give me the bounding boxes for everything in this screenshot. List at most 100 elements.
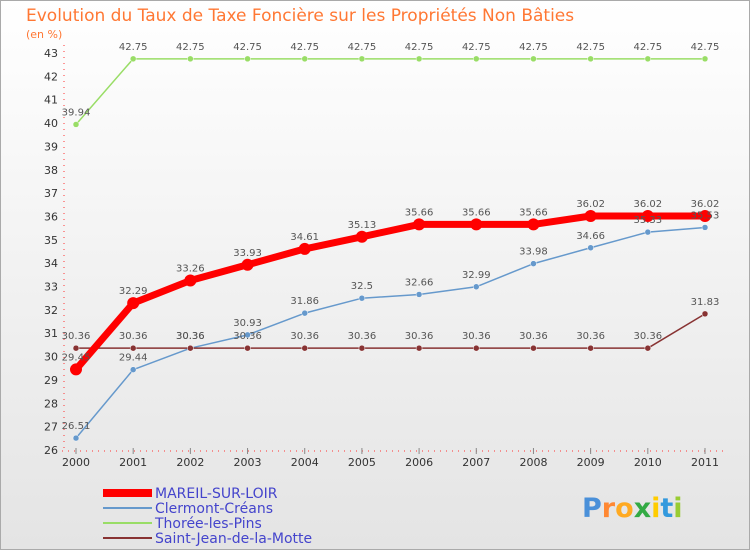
- x-tick-label: 2002: [176, 456, 204, 469]
- data-point: [413, 218, 426, 231]
- x-tick-label: 2006: [405, 456, 433, 469]
- data-point: [301, 344, 308, 352]
- x-tick-label: 2000: [62, 456, 90, 469]
- data-label: 35.13: [348, 220, 377, 231]
- y-tick-label: 34: [44, 257, 58, 270]
- data-point: [644, 228, 652, 236]
- x-tick-label: 2007: [462, 456, 490, 469]
- y-tick-label: 27: [44, 421, 58, 434]
- legend: MAREIL-SUR-LOIRClermont-CréansThorée-les…: [103, 486, 312, 547]
- data-label: 29.45: [62, 352, 91, 363]
- series-line: [72, 212, 709, 373]
- data-label: 34.66: [576, 231, 605, 242]
- data-labels: 29.45 32.29 33.26 33.93 34.61 35.13 35.66 35.66…: [62, 42, 720, 432]
- brand-letter: r: [602, 493, 616, 524]
- y-tick-label: 30: [44, 351, 58, 364]
- data-point: [530, 260, 537, 267]
- data-label: 32.29: [119, 286, 148, 297]
- data-label: 31.83: [691, 297, 720, 308]
- y-tick-label: 28: [44, 397, 58, 410]
- data-label: 36.02: [576, 199, 605, 210]
- data-point: [587, 344, 594, 352]
- x-tick-label: 2005: [348, 456, 376, 469]
- data-point: [244, 55, 251, 63]
- axes: 26 27 28 29 30 31 32 33 34 35 36 37 38 39 40 41 42 43 2000…: [44, 45, 723, 469]
- data-label: 42.75: [176, 42, 205, 53]
- y-tick-label: 42: [44, 70, 58, 83]
- data-label: 30.36: [62, 331, 91, 342]
- y-tick-label: 32: [44, 304, 58, 317]
- y-tick-label: 43: [44, 47, 58, 60]
- data-point: [530, 55, 537, 63]
- x-tick-label: 2008: [519, 456, 547, 469]
- data-point: [358, 344, 366, 352]
- x-tick-label: 2003: [234, 456, 262, 469]
- data-label: 30.36: [233, 331, 262, 342]
- data-label: 30.36: [576, 331, 605, 342]
- data-point: [473, 344, 480, 352]
- data-label: 34.61: [290, 232, 319, 243]
- y-tick-label: 26: [44, 444, 58, 457]
- data-label: 36.02: [691, 199, 720, 210]
- chart-title: Evolution du Taux de Taxe Foncière sur l…: [26, 6, 574, 26]
- data-point: [470, 218, 483, 231]
- data-point: [473, 55, 480, 63]
- x-tick-label: 2009: [577, 456, 605, 469]
- data-label: 35.66: [462, 207, 491, 218]
- data-label: 35.53: [691, 210, 720, 221]
- data-point: [644, 344, 652, 352]
- data-label: 33.98: [519, 247, 548, 258]
- data-label: 30.36: [119, 331, 148, 342]
- legend-entry: Thorée-les-Pins: [154, 516, 262, 532]
- brand-letter: i: [651, 493, 660, 524]
- data-label: 30.36: [348, 331, 377, 342]
- data-point: [187, 344, 194, 352]
- data-point: [72, 344, 80, 352]
- data-label: 29.44: [119, 353, 148, 364]
- data-point: [701, 55, 709, 63]
- data-point: [530, 344, 537, 352]
- data-label: 30.36: [176, 331, 205, 342]
- data-point: [587, 55, 594, 63]
- data-point: [129, 55, 137, 63]
- data-label: 30.93: [233, 318, 262, 329]
- data-point: [187, 55, 194, 63]
- data-label: 39.94: [62, 107, 91, 118]
- data-label: 42.75: [519, 42, 548, 53]
- data-label: 35.33: [633, 215, 662, 226]
- data-label: 30.36: [633, 331, 662, 342]
- data-point: [301, 55, 308, 63]
- data-label: 32.5: [351, 281, 373, 292]
- data-label: 31.86: [290, 296, 319, 307]
- x-tick-label: 2011: [691, 456, 719, 469]
- data-point: [358, 55, 366, 63]
- data-label: 42.75: [462, 42, 491, 53]
- x-tick-label: 2010: [634, 456, 662, 469]
- data-point: [70, 363, 82, 376]
- brand-logo: Proxiti: [582, 493, 683, 524]
- data-point: [244, 331, 251, 339]
- data-label: 30.36: [176, 331, 205, 342]
- data-label: 42.75: [290, 42, 319, 53]
- data-point: [415, 55, 423, 63]
- y-tick-label: 38: [44, 164, 58, 177]
- data-point: [129, 344, 137, 352]
- data-label: 33.26: [176, 263, 205, 274]
- data-point: [701, 310, 709, 318]
- data-label: 33.93: [233, 248, 262, 259]
- data-label: 30.36: [462, 331, 491, 342]
- y-tick-label: 36: [44, 210, 58, 223]
- data-label: 42.75: [691, 42, 720, 53]
- data-point: [244, 344, 251, 352]
- data-label: 26.51: [62, 421, 91, 432]
- data-label: 30.36: [405, 331, 434, 342]
- y-tick-label: 29: [44, 374, 58, 387]
- data-label: 32.99: [462, 270, 491, 281]
- data-label: 42.75: [119, 42, 148, 53]
- data-point: [72, 434, 80, 442]
- y-tick-label: 33: [44, 281, 58, 294]
- unit-label: (en %): [26, 28, 62, 41]
